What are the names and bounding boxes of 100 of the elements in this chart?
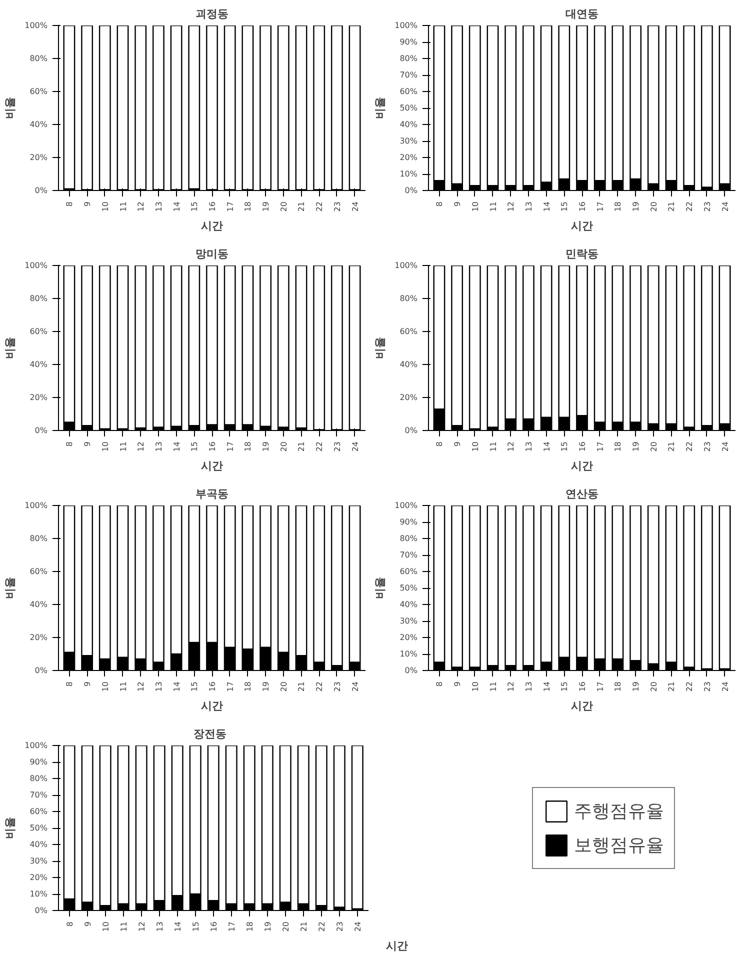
y-tick-label: 90% xyxy=(400,38,418,46)
x-tick-label: 8 xyxy=(65,441,74,447)
x-tick-label: 12 xyxy=(506,441,516,452)
y-tick-label: 20% xyxy=(400,633,418,642)
x-tick-label: 12 xyxy=(137,921,146,932)
y-tick-label: 40% xyxy=(400,600,418,609)
x-tick-label: 14 xyxy=(172,681,182,692)
x-tick-label: 21 xyxy=(667,441,676,452)
y-tick-label: 50% xyxy=(400,584,418,592)
x-tick-label: 15 xyxy=(191,921,200,932)
y-tick-label: 10% xyxy=(30,890,48,898)
y-tick-label: 10% xyxy=(400,650,418,658)
chart-title: 연산동 xyxy=(566,488,598,500)
x-axis-title: 시간 xyxy=(571,220,593,233)
x-tick-label: 23 xyxy=(702,201,712,212)
x-tick-label: 18 xyxy=(614,201,623,212)
x-tick-label: 19 xyxy=(263,921,272,932)
x-tick-label: 16 xyxy=(209,921,218,932)
x-tick-label: 10 xyxy=(470,441,480,452)
y-tick-label: 0% xyxy=(34,906,48,915)
x-tick-label: 14 xyxy=(173,921,182,932)
x-tick-label: 8 xyxy=(65,681,74,687)
y-axis-title: 비율 xyxy=(4,337,17,359)
x-tick-label: 19 xyxy=(632,201,641,212)
x-tick-label: 22 xyxy=(685,441,694,452)
chart-title: 괴정동 xyxy=(196,8,228,20)
x-tick-label: 12 xyxy=(506,681,516,692)
x-tick-label: 20 xyxy=(281,921,290,932)
x-tick-label: 11 xyxy=(118,201,128,212)
x-tick-label: 12 xyxy=(136,201,146,212)
x-tick-label: 23 xyxy=(702,441,712,452)
y-tick-label: 60% xyxy=(30,327,48,336)
x-tick-label: 24 xyxy=(350,201,360,212)
x-tick-label: 24 xyxy=(350,441,360,452)
y-tick-label: 30% xyxy=(30,856,48,866)
x-tick-label: 24 xyxy=(720,681,730,692)
x-axis-title: 시간 xyxy=(201,700,223,713)
y-tick-label: 70% xyxy=(400,70,418,80)
x-tick-label: 21 xyxy=(667,201,676,212)
x-tick-label: 16 xyxy=(208,681,217,692)
x-tick-label: 10 xyxy=(470,201,480,212)
y-tick-label: 100% xyxy=(24,501,48,510)
x-tick-label: 23 xyxy=(332,201,342,212)
x-tick-label: 21 xyxy=(667,681,676,692)
x-tick-label: 20 xyxy=(649,681,658,692)
x-tick-label: 17 xyxy=(226,201,235,212)
y-tick-label: 20% xyxy=(30,873,48,882)
x-tick-label: 23 xyxy=(332,441,342,452)
x-tick-label: 20 xyxy=(279,681,288,692)
x-tick-label: 20 xyxy=(649,201,658,212)
x-tick-label: 16 xyxy=(578,441,587,452)
x-tick-label: 19 xyxy=(262,681,271,692)
y-tick-label: 20% xyxy=(30,393,48,402)
y-tick-label: 60% xyxy=(30,807,48,816)
x-tick-label: 21 xyxy=(297,201,306,212)
x-tick-label: 24 xyxy=(720,201,730,212)
x-tick-label: 11 xyxy=(118,681,128,692)
y-tick-label: 40% xyxy=(30,360,48,369)
y-tick-label: 20% xyxy=(400,153,418,162)
x-tick-label: 24 xyxy=(353,921,362,932)
x-tick-label: 24 xyxy=(720,441,730,452)
y-tick-label: 0% xyxy=(34,426,48,435)
x-tick-label: 10 xyxy=(100,201,110,212)
x-tick-label: 10 xyxy=(100,441,110,452)
y-tick-label: 100% xyxy=(24,261,48,270)
y-tick-label: 60% xyxy=(30,567,48,576)
x-tick-label: 8 xyxy=(65,921,74,927)
legend-label: 보행점유율 xyxy=(574,834,664,856)
x-axis-title: 시간 xyxy=(386,940,408,953)
y-tick-label: 40% xyxy=(30,840,48,849)
x-tick-label: 13 xyxy=(524,441,534,452)
legend-label: 주행점유율 xyxy=(574,800,664,822)
x-axis-title: 시간 xyxy=(201,220,223,233)
x-tick-label: 12 xyxy=(506,201,516,212)
y-tick-label: 60% xyxy=(400,87,418,96)
x-tick-label: 17 xyxy=(596,681,605,692)
x-tick-label: 12 xyxy=(136,681,146,692)
y-tick-label: 60% xyxy=(400,327,418,336)
x-tick-label: 9 xyxy=(83,441,92,447)
x-tick-label: 18 xyxy=(244,681,253,692)
y-tick-label: 0% xyxy=(34,666,48,675)
x-tick-label: 11 xyxy=(119,921,128,932)
y-tick-label: 90% xyxy=(30,758,48,766)
y-tick-label: 0% xyxy=(404,426,418,435)
x-tick-label: 19 xyxy=(262,201,271,212)
y-tick-label: 30% xyxy=(400,136,418,146)
x-tick-label: 18 xyxy=(244,441,253,452)
x-axis-title: 시간 xyxy=(571,460,593,473)
x-tick-label: 18 xyxy=(244,201,253,212)
x-tick-label: 15 xyxy=(190,681,200,692)
y-tick-label: 30% xyxy=(400,616,418,626)
y-axis-title: 비율 xyxy=(374,577,387,599)
x-tick-label: 16 xyxy=(208,441,217,452)
y-axis-title: 비율 xyxy=(4,577,17,599)
x-tick-label: 17 xyxy=(226,441,235,452)
x-tick-label: 12 xyxy=(136,441,146,452)
x-tick-label: 19 xyxy=(632,441,641,452)
y-tick-label: 20% xyxy=(30,153,48,162)
x-tick-label: 9 xyxy=(453,441,462,447)
y-tick-label: 60% xyxy=(400,567,418,576)
